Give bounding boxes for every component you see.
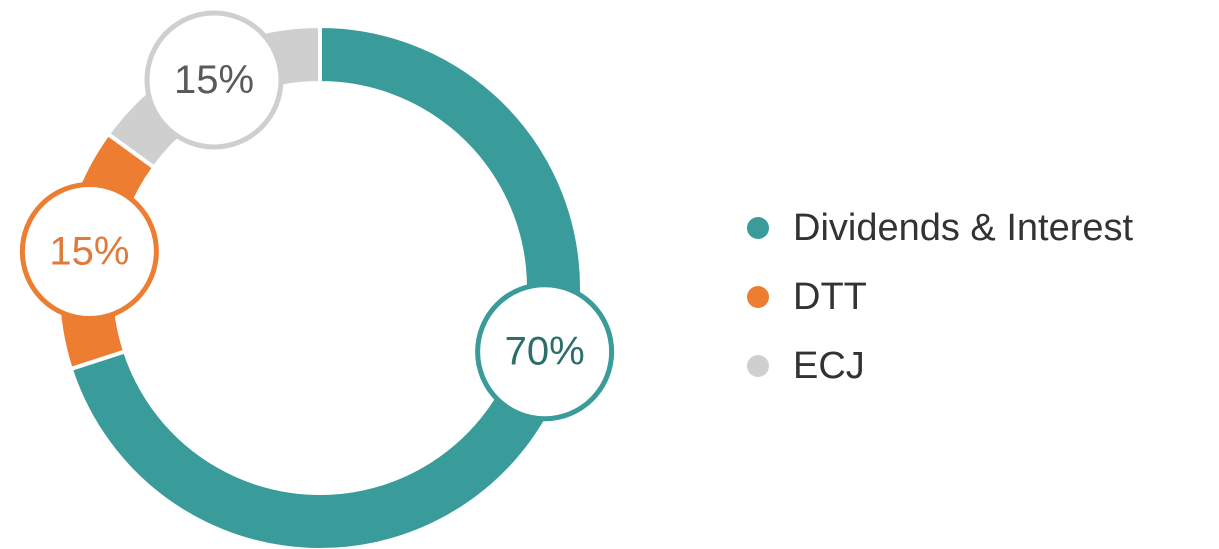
legend-label: ECJ bbox=[793, 345, 865, 387]
label-badge bbox=[475, 282, 615, 422]
legend-label: DTT bbox=[793, 276, 867, 318]
data-label: 15% bbox=[49, 229, 129, 273]
legend-swatch bbox=[747, 217, 769, 239]
data-label: 15% bbox=[174, 58, 254, 102]
data-label: 70% bbox=[505, 330, 585, 374]
donut-segment bbox=[68, 23, 584, 549]
legend-swatch bbox=[747, 355, 769, 377]
label-badge bbox=[144, 10, 284, 150]
legend-swatch bbox=[747, 286, 769, 308]
label-badge bbox=[19, 181, 159, 321]
legend-label: Dividends & Interest bbox=[793, 207, 1133, 249]
